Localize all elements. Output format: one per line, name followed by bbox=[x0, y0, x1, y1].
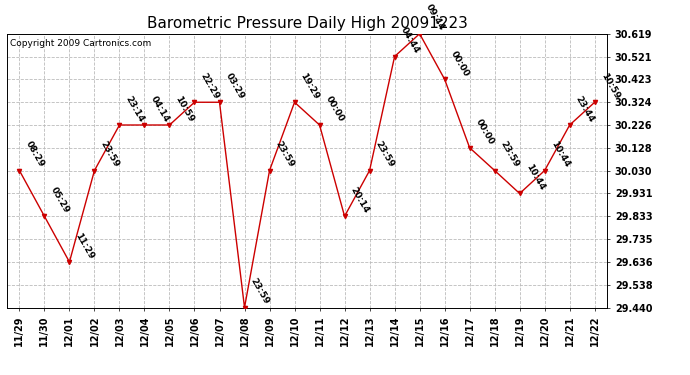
Text: 05:29: 05:29 bbox=[48, 186, 70, 215]
Text: 08:29: 08:29 bbox=[23, 140, 46, 169]
Text: 23:44: 23:44 bbox=[574, 94, 596, 124]
Text: 19:29: 19:29 bbox=[299, 71, 321, 101]
Text: 10:59: 10:59 bbox=[599, 72, 621, 101]
Text: 10:44: 10:44 bbox=[549, 140, 571, 169]
Text: 10:44: 10:44 bbox=[524, 163, 546, 192]
Text: 22:29: 22:29 bbox=[199, 72, 221, 101]
Text: 00:00: 00:00 bbox=[324, 95, 346, 124]
Text: 03:29: 03:29 bbox=[224, 72, 246, 101]
Text: 23:59: 23:59 bbox=[499, 140, 521, 169]
Text: 11:29: 11:29 bbox=[74, 231, 96, 261]
Text: 20:14: 20:14 bbox=[348, 186, 371, 215]
Title: Barometric Pressure Daily High 20091223: Barometric Pressure Daily High 20091223 bbox=[146, 16, 468, 31]
Text: 10:59: 10:59 bbox=[174, 94, 196, 124]
Text: 04:44: 04:44 bbox=[399, 26, 421, 55]
Text: Copyright 2009 Cartronics.com: Copyright 2009 Cartronics.com bbox=[10, 39, 151, 48]
Text: 23:59: 23:59 bbox=[99, 140, 121, 169]
Text: 09:44: 09:44 bbox=[424, 3, 446, 32]
Text: 04:14: 04:14 bbox=[148, 94, 171, 124]
Text: 00:00: 00:00 bbox=[448, 49, 471, 78]
Text: 23:59: 23:59 bbox=[248, 277, 271, 306]
Text: 00:00: 00:00 bbox=[474, 117, 495, 146]
Text: 23:59: 23:59 bbox=[374, 140, 396, 169]
Text: 23:59: 23:59 bbox=[274, 140, 296, 169]
Text: 23:14: 23:14 bbox=[124, 94, 146, 124]
